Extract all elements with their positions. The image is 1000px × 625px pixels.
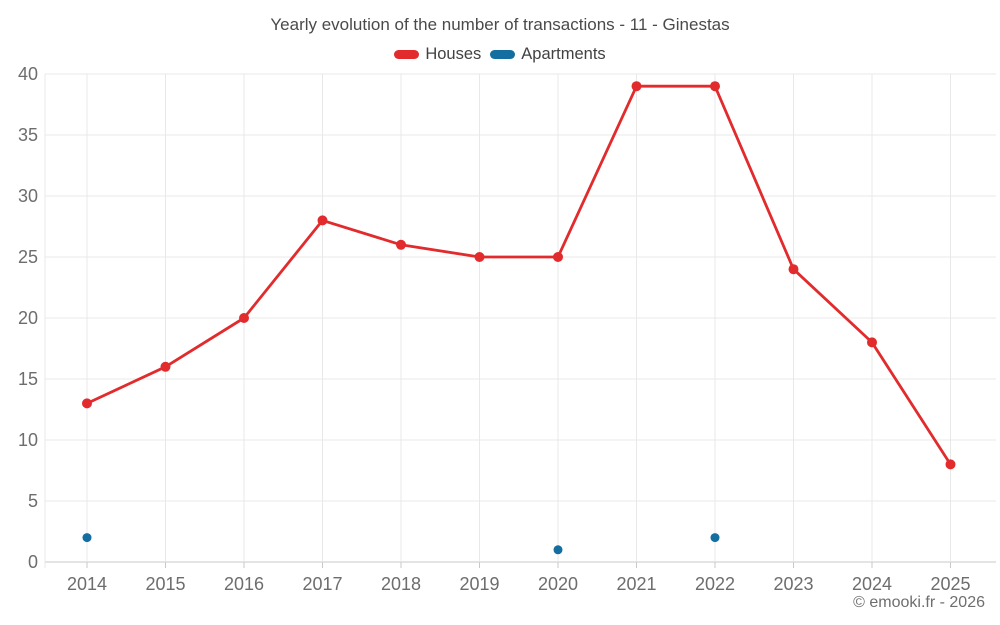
- y-axis-label: 5: [28, 491, 38, 511]
- y-axis-label: 25: [18, 247, 38, 267]
- houses-point-2022[interactable]: [710, 81, 720, 92]
- x-axis-label: 2022: [695, 574, 735, 594]
- houses-point-2023[interactable]: [788, 264, 799, 275]
- apartments-point-2022[interactable]: [710, 533, 720, 543]
- apartments-legend-label: Apartments: [521, 45, 606, 63]
- houses-point-2016[interactable]: [239, 313, 249, 323]
- copyright-text: © emooki.fr - 2026: [853, 594, 985, 611]
- y-axis-label: 40: [18, 64, 38, 84]
- houses-legend-swatch: [394, 50, 420, 59]
- x-axis-label: 2016: [224, 574, 264, 594]
- x-axis-label: 2023: [773, 574, 813, 594]
- houses-point-2025[interactable]: [945, 459, 956, 470]
- x-axis-label: 2024: [852, 574, 892, 594]
- x-axis-label: 2021: [616, 574, 656, 594]
- legend-item-houses[interactable]: Houses: [394, 45, 481, 64]
- houses-point-2024[interactable]: [867, 337, 877, 348]
- x-axis-label: 2017: [302, 574, 342, 594]
- y-axis-label: 35: [18, 125, 38, 145]
- chart-legend: Houses Apartments: [0, 45, 1000, 64]
- apartments-point-2020[interactable]: [553, 545, 563, 555]
- y-axis-label: 0: [28, 552, 38, 572]
- houses-point-2014[interactable]: [82, 398, 92, 409]
- houses-point-2020[interactable]: [553, 252, 563, 262]
- y-axis-label: 20: [18, 308, 38, 328]
- houses-point-2018[interactable]: [396, 239, 406, 250]
- houses-point-2017[interactable]: [317, 215, 328, 226]
- x-axis-label: 2020: [538, 574, 578, 594]
- houses-point-2021[interactable]: [631, 81, 642, 92]
- x-axis-label: 2025: [930, 574, 970, 594]
- apartments-point-2014[interactable]: [82, 533, 92, 543]
- houses-line: [85, 84, 952, 466]
- x-axis-label: 2018: [381, 574, 421, 594]
- y-axis-label: 30: [18, 186, 38, 206]
- y-axis-label: 15: [18, 369, 38, 389]
- x-axis-label: 2019: [459, 574, 499, 594]
- x-axis-label: 2015: [145, 574, 185, 594]
- chart-title: Yearly evolution of the number of transa…: [270, 15, 730, 34]
- apartments-legend-swatch: [490, 50, 516, 59]
- houses-point-2019[interactable]: [474, 252, 485, 262]
- legend-item-apartments[interactable]: Apartments: [490, 45, 606, 64]
- houses-point-2015[interactable]: [160, 361, 171, 372]
- x-axis-label: 2014: [67, 574, 107, 594]
- y-axis-label: 10: [18, 430, 38, 450]
- houses-legend-label: Houses: [425, 45, 482, 63]
